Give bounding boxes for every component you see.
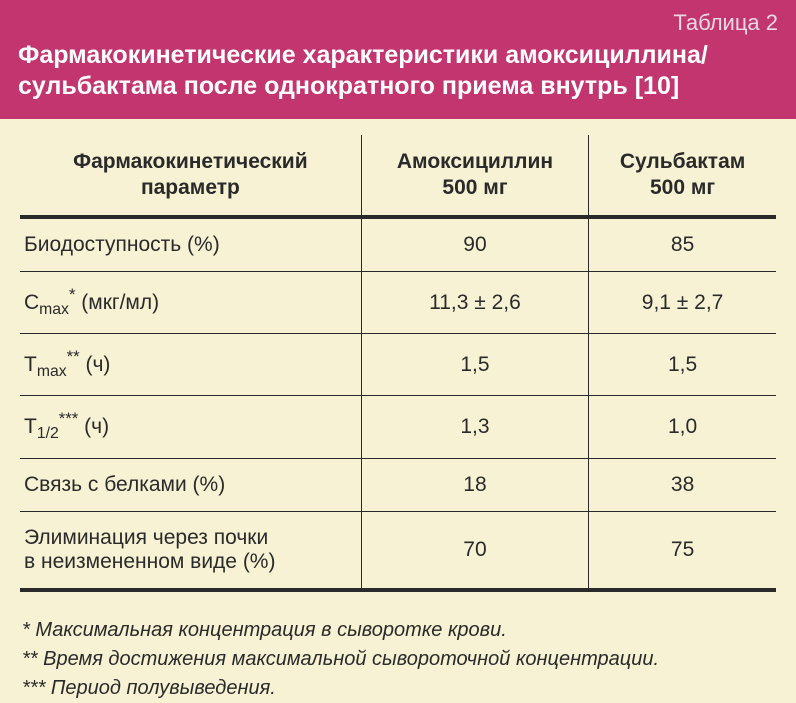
footnote-2: ** Время достижения максимальной сыворот…: [22, 645, 774, 674]
cell-sulbactam: 85: [589, 217, 776, 272]
table-row: T1/2*** (ч)1,31,0: [20, 396, 776, 458]
col-header-amoxicillin: Амоксициллин 500 мг: [361, 135, 588, 218]
cell-amoxicillin: 18: [361, 458, 588, 511]
title-line-1: Фармакокинетические характеристики амокс…: [18, 41, 708, 69]
pharmacokinetics-table: Фармакокинетический параметр Амоксицилли…: [20, 135, 776, 592]
title-line-2: сульбактама после однократного приема вн…: [18, 72, 679, 100]
cell-parameter: Элиминация через почкив неизмененном вид…: [20, 511, 361, 590]
cell-amoxicillin: 1,3: [361, 396, 588, 458]
col-header-sulbactam: Сульбактам 500 мг: [589, 135, 776, 218]
cell-parameter: Tmax** (ч): [20, 334, 361, 396]
footnote-1: * Максимальная концентрация в сыворотке …: [22, 616, 774, 645]
table-header-row: Фармакокинетический параметр Амоксицилли…: [20, 135, 776, 218]
table-row: Сmax* (мкг/мл)11,3 ± 2,69,1 ± 2,7: [20, 272, 776, 334]
cell-amoxicillin: 70: [361, 511, 588, 590]
cell-sulbactam: 75: [589, 511, 776, 590]
cell-sulbactam: 1,0: [589, 396, 776, 458]
col-header-sulbactam-l2: 500 мг: [650, 176, 715, 199]
col-header-parameter-l1: Фармакокинетический: [73, 150, 307, 173]
table-container: Фармакокинетический параметр Амоксицилли…: [0, 119, 796, 602]
table-header: Таблица 2 Фармакокинетические характерис…: [0, 0, 796, 119]
col-header-parameter: Фармакокинетический параметр: [20, 135, 361, 218]
table-row: Элиминация через почкив неизмененном вид…: [20, 511, 776, 590]
table-title: Фармакокинетические характеристики амокс…: [18, 40, 778, 103]
col-header-amoxicillin-l1: Амоксициллин: [397, 150, 553, 173]
col-header-parameter-l2: параметр: [141, 176, 240, 199]
cell-parameter: Биодоступность (%): [20, 217, 361, 272]
table-number: Таблица 2: [18, 10, 778, 36]
cell-sulbactam: 9,1 ± 2,7: [589, 272, 776, 334]
table-row: Tmax** (ч)1,51,5: [20, 334, 776, 396]
table-body: Биодоступность (%)9085Сmax* (мкг/мл)11,3…: [20, 217, 776, 590]
cell-amoxicillin: 1,5: [361, 334, 588, 396]
cell-parameter: T1/2*** (ч): [20, 396, 361, 458]
cell-amoxicillin: 11,3 ± 2,6: [361, 272, 588, 334]
cell-sulbactam: 1,5: [589, 334, 776, 396]
footnote-3: *** Период полувыведения.: [22, 674, 774, 703]
table-row: Биодоступность (%)9085: [20, 217, 776, 272]
col-header-amoxicillin-l2: 500 мг: [442, 176, 507, 199]
cell-parameter: Связь с белками (%): [20, 458, 361, 511]
footnotes: * Максимальная концентрация в сыворотке …: [0, 602, 796, 703]
cell-amoxicillin: 90: [361, 217, 588, 272]
col-header-sulbactam-l1: Сульбактам: [620, 150, 745, 173]
cell-sulbactam: 38: [589, 458, 776, 511]
table-row: Связь с белками (%)1838: [20, 458, 776, 511]
cell-parameter: Сmax* (мкг/мл): [20, 272, 361, 334]
